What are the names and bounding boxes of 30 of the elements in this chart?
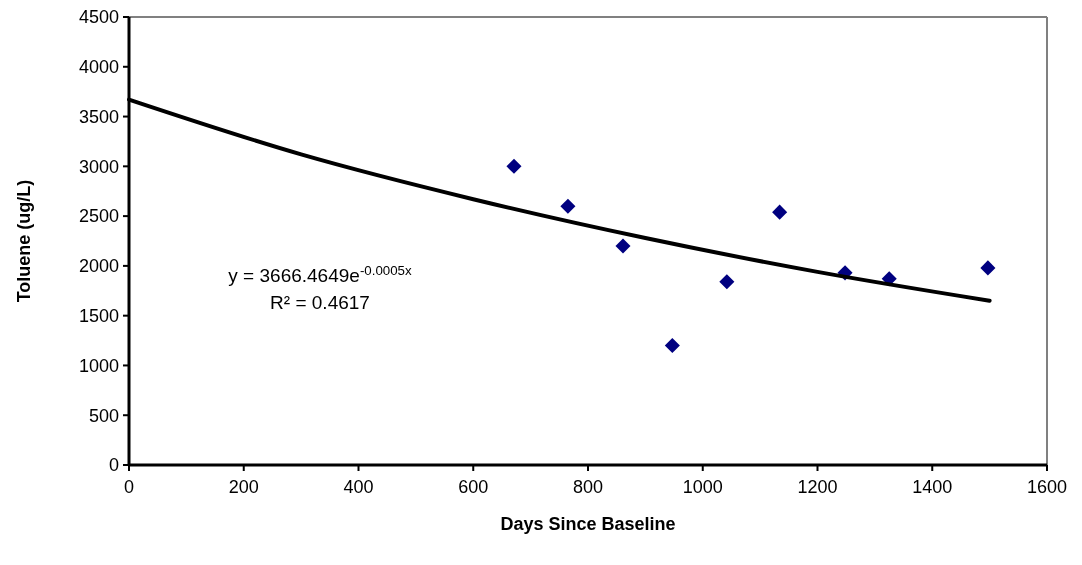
- x-tick-label: 0: [123, 477, 135, 497]
- x-tick-label: 1200: [797, 477, 838, 497]
- annotation: y = 3666.4649e$^{-0.0005x}$: [228, 262, 412, 286]
- x-tick-label: 1000: [682, 477, 723, 497]
- y-tick-label: 3500: [78, 106, 119, 127]
- point: [560, 198, 576, 214]
- y-tick-label: 1000: [78, 355, 119, 376]
- x-tick-label: 600: [458, 477, 489, 497]
- y-tick-label: 2000: [78, 256, 119, 277]
- y-tick-label: 4500: [78, 7, 119, 28]
- x-tick-label: 1400: [912, 477, 953, 497]
- point: [980, 260, 996, 276]
- y-tick-label: 3000: [78, 156, 119, 177]
- y-tick-label: 1500: [78, 305, 119, 326]
- x-axis-title: Days Since Baseline: [500, 514, 676, 534]
- point: [615, 238, 631, 254]
- y-tick-label: 2500: [78, 206, 119, 227]
- y-tick-label: 4000: [78, 57, 119, 78]
- point: [506, 158, 522, 174]
- x-tick-label: 1600: [1026, 477, 1068, 497]
- y-axis-title: Toluene (ug/L): [14, 179, 34, 303]
- y-tick-label: 0: [108, 455, 119, 476]
- y-tick-label: 500: [88, 405, 119, 426]
- x-tick-label: 200: [228, 477, 259, 497]
- point: [719, 274, 735, 290]
- x-tick-label: 400: [343, 477, 374, 497]
- annotation: R² = 0.4617: [270, 292, 370, 313]
- x-tick-label: 800: [572, 477, 604, 497]
- point: [664, 338, 680, 354]
- point: [772, 204, 788, 220]
